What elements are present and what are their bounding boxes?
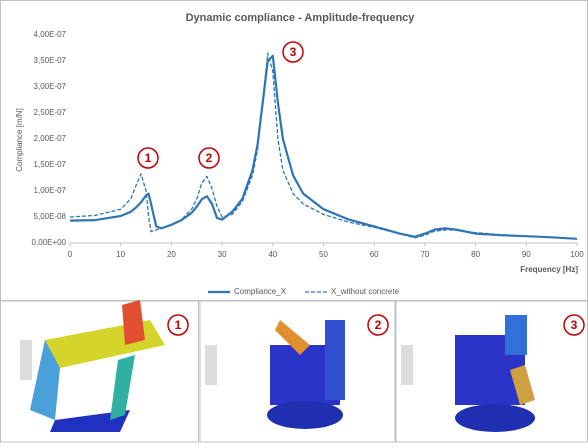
y-axis-label: Compliance [m/N]: [15, 108, 24, 172]
y-tick-label: 5,00E-08: [34, 212, 67, 221]
x-tick-label: 40: [268, 250, 277, 259]
x-tick-label: 20: [167, 250, 176, 259]
x-tick-label: 0: [68, 250, 73, 259]
x-tick-label: 90: [522, 250, 531, 259]
x-tick-label: 10: [116, 250, 125, 259]
y-tick-label: 2,50E-07: [34, 108, 67, 117]
chart-title: Dynamic compliance - Amplitude-frequency: [186, 12, 416, 24]
x-tick-label: 50: [319, 250, 328, 259]
y-tick-label: 1,00E-07: [34, 186, 67, 195]
panel-label: 2: [375, 318, 382, 332]
x-tick-label: 60: [370, 250, 379, 259]
y-tick-label: 3,50E-07: [34, 56, 67, 65]
x-tick-label: 70: [420, 250, 429, 259]
panel-label: 3: [571, 318, 578, 332]
annotation: 1: [145, 151, 152, 165]
annotation: 3: [290, 45, 297, 59]
y-tick-label: 2,00E-07: [34, 134, 67, 143]
y-tick-label: 0,00E+00: [32, 238, 67, 247]
y-tick-label: 1,50E-07: [34, 160, 67, 169]
legend-label: X_without concrete: [331, 287, 400, 296]
x-tick-label: 80: [471, 250, 480, 259]
y-tick-label: 4,00E-07: [34, 30, 67, 39]
x-tick-label: 30: [218, 250, 227, 259]
annotation: 2: [206, 151, 213, 165]
y-tick-label: 3,00E-07: [34, 82, 67, 91]
x-axis-label: Frequency [Hz]: [520, 265, 578, 274]
page: Dynamic compliance - Amplitude-frequency…: [0, 0, 588, 448]
panel-label: 1: [175, 318, 182, 332]
figure: Dynamic compliance - Amplitude-frequency…: [0, 0, 588, 443]
x-tick-label: 100: [570, 250, 584, 259]
panels: [1, 300, 588, 442]
legend-label: Compliance_X: [234, 287, 287, 296]
